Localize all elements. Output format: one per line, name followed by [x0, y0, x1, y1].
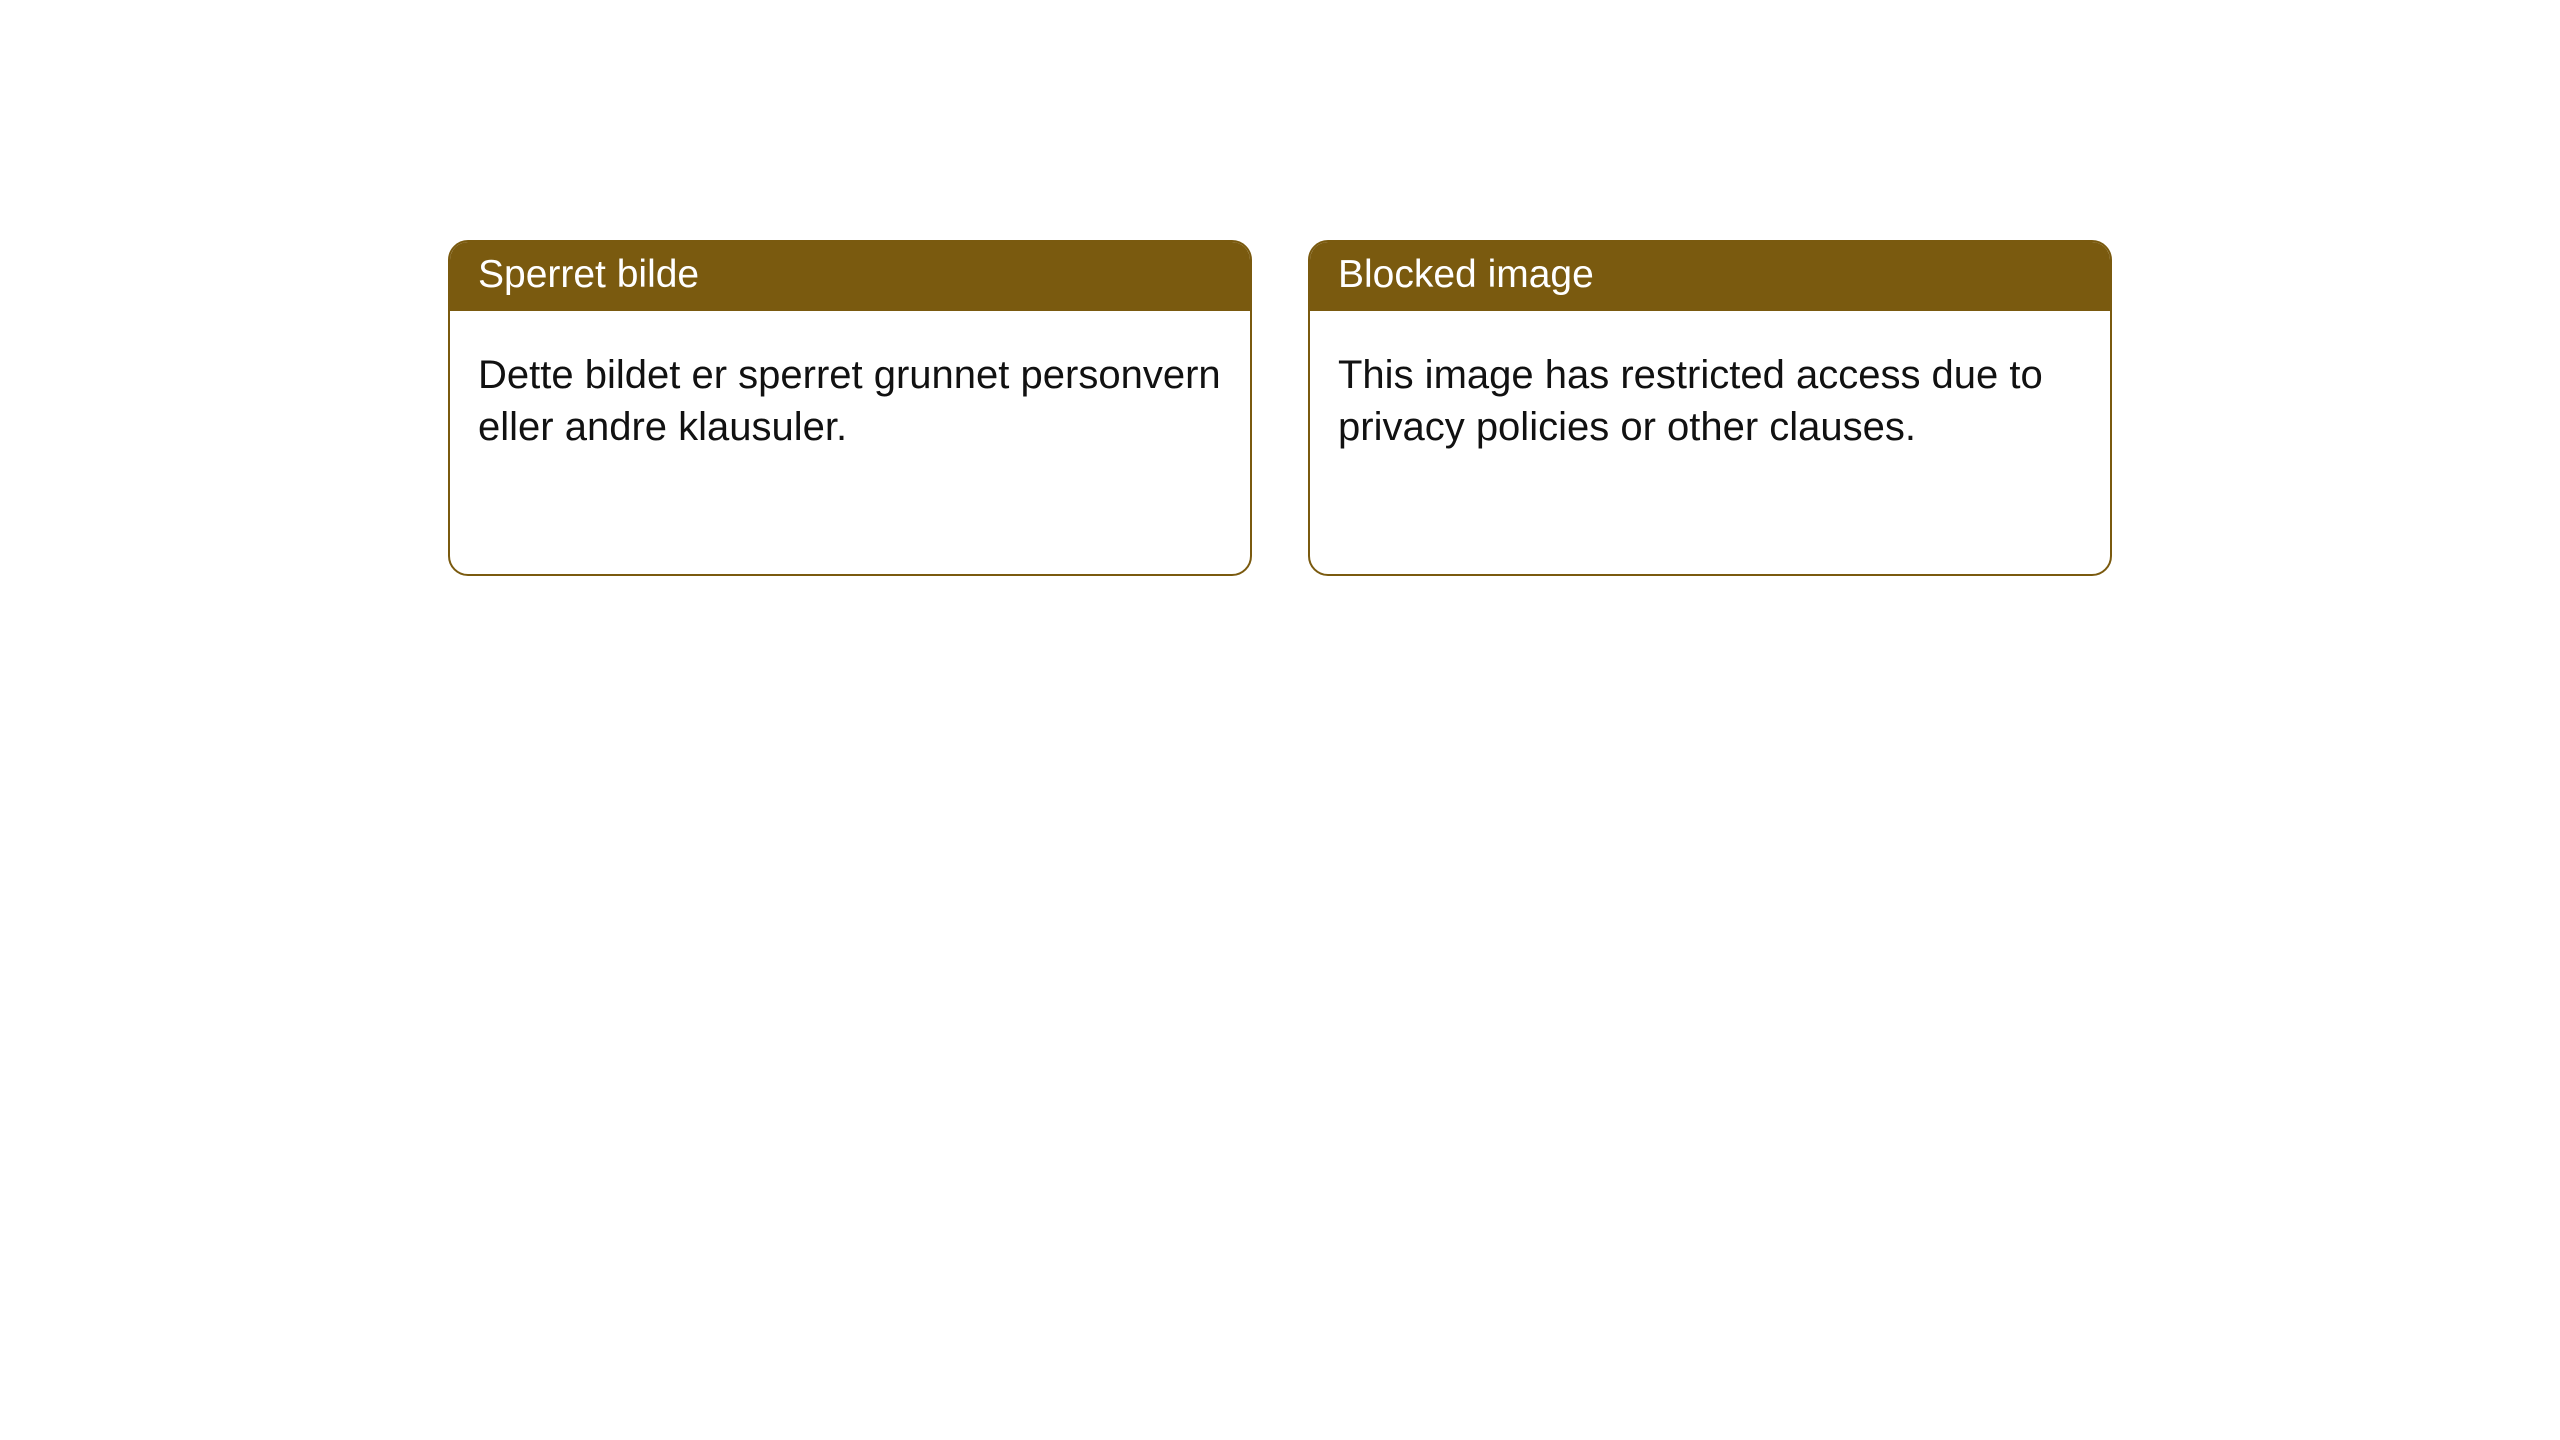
notice-body-text: This image has restricted access due to …	[1338, 353, 2043, 449]
notice-body-text: Dette bildet er sperret grunnet personve…	[478, 353, 1221, 449]
notice-header: Sperret bilde	[450, 242, 1250, 311]
notice-card-norwegian: Sperret bilde Dette bildet er sperret gr…	[448, 240, 1252, 576]
notice-title: Sperret bilde	[478, 253, 699, 296]
notice-card-english: Blocked image This image has restricted …	[1308, 240, 2112, 576]
notice-title: Blocked image	[1338, 253, 1594, 296]
notice-body: This image has restricted access due to …	[1310, 311, 2110, 481]
notice-container: Sperret bilde Dette bildet er sperret gr…	[0, 0, 2560, 576]
notice-body: Dette bildet er sperret grunnet personve…	[450, 311, 1250, 481]
notice-header: Blocked image	[1310, 242, 2110, 311]
